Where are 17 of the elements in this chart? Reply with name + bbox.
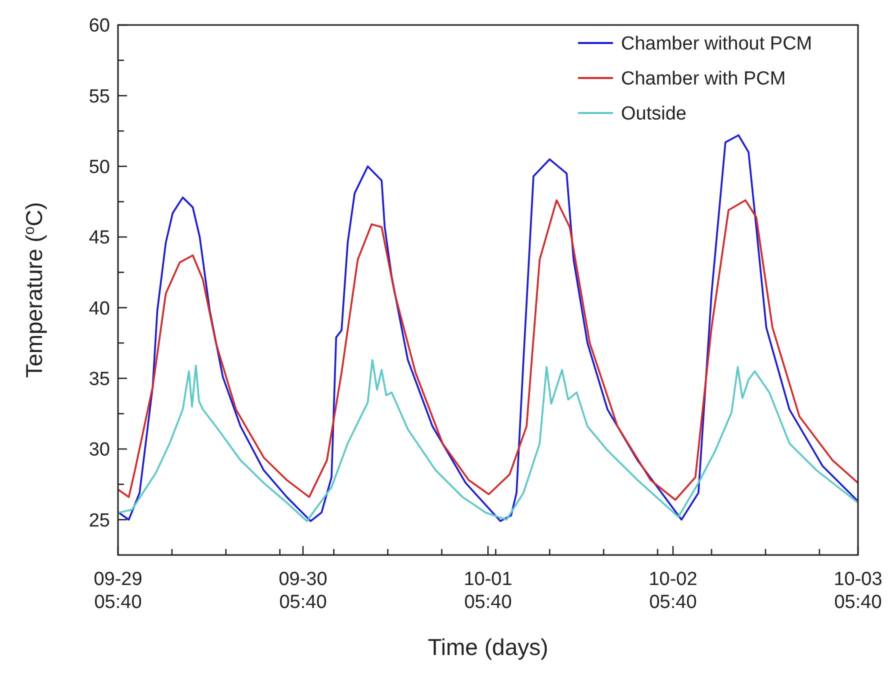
y-tick-label: 45 xyxy=(88,228,110,249)
x-tick-label: 10-02 05:40 xyxy=(648,569,698,613)
y-tick-label: 40 xyxy=(88,298,110,320)
legend-label: Chamber without PCM xyxy=(621,34,812,55)
y-tick-label: 50 xyxy=(88,156,110,178)
x-tick-label: 10-01 05:40 xyxy=(464,569,512,613)
y-tick-label: 25 xyxy=(88,510,110,532)
y-tick-label: 35 xyxy=(88,368,110,390)
y-tick-label: 55 xyxy=(88,86,110,108)
y-tick-label: 60 xyxy=(88,16,110,37)
legend-label: Chamber with PCM xyxy=(621,68,786,90)
x-axis-title: Time (days) xyxy=(428,634,548,660)
x-tick-label: 09-30 05:40 xyxy=(278,569,328,613)
legend-label: Outside xyxy=(621,104,686,125)
y-tick-label: 30 xyxy=(88,440,110,461)
x-tick-label: 09-29 05:40 xyxy=(94,569,142,613)
x-tick-label: 10-03 05:40 xyxy=(834,569,882,613)
